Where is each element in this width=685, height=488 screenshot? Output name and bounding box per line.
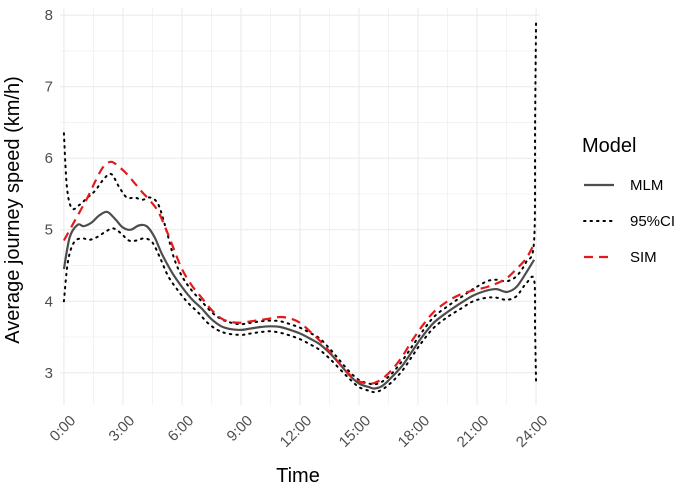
x-tick-label: 0:00 (47, 412, 80, 445)
series-line-mlm (62, 210, 536, 390)
y-tick-label: 3 (45, 365, 53, 382)
x-tick-label: 24:00 (513, 412, 552, 451)
x-tick-label: 9:00 (224, 412, 257, 445)
series-line-95-ci (62, 17, 538, 386)
series-line-95-ci-lower (62, 227, 538, 394)
y-tick-label: 8 (45, 7, 53, 24)
y-tick-label: 5 (45, 222, 53, 239)
x-tick-label: 15:00 (336, 412, 375, 451)
x-tick-label: 6:00 (165, 412, 198, 445)
legend-title: Model (582, 135, 636, 157)
y-axis-title: Average journey speed (km/h) (2, 76, 24, 344)
x-axis-title: Time (276, 465, 320, 487)
x-axis-ticks: 0:00 3:00 6:00 9:00 12:00 15:00 18:00 21:00 24:0… (47, 412, 552, 451)
x-tick-label: 18:00 (395, 412, 434, 451)
legend: Model MLM 95%CI SIM (582, 135, 675, 266)
x-tick-label: 21:00 (454, 412, 493, 451)
y-tick-label: 7 (45, 79, 53, 96)
y-tick-label: 6 (45, 150, 53, 167)
legend-label: 95%CI (630, 213, 675, 230)
legend-label: SIM (630, 249, 657, 266)
series-layer (62, 17, 538, 394)
grid (60, 8, 540, 405)
x-tick-label: 12:00 (277, 412, 316, 451)
series-line-sim (62, 160, 536, 385)
legend-entries: MLM 95%CI SIM (583, 177, 675, 266)
y-axis-ticks: 3 4 5 6 7 8 (45, 7, 53, 382)
x-tick-label: 3:00 (106, 412, 139, 445)
legend-label: MLM (630, 177, 663, 194)
y-tick-label: 4 (45, 293, 53, 310)
